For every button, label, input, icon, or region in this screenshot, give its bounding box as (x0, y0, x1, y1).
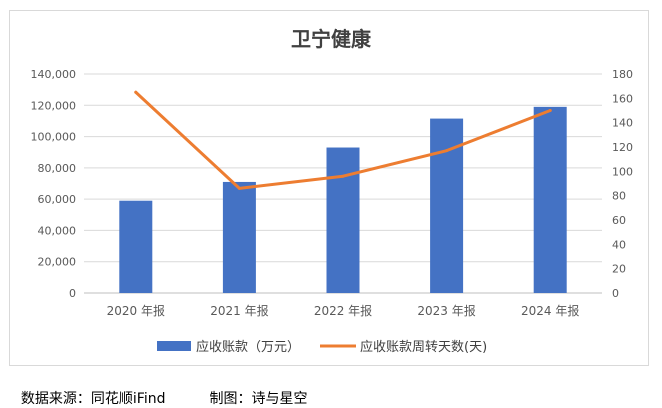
bar (326, 147, 360, 293)
right-tick-label: 140 (612, 117, 633, 130)
right-tick-label: 0 (612, 287, 619, 300)
left-tick-label: 60,000 (38, 193, 77, 206)
x-tick-label: 2023 年报 (417, 303, 475, 318)
legend-label-line: 应收账款周转天数(天) (360, 339, 487, 355)
line-point (445, 149, 449, 153)
legend: 应收账款（万元） 应收账款周转天数(天) (157, 339, 487, 355)
left-tick-label: 140,000 (31, 68, 77, 81)
left-tick-label: 40,000 (38, 224, 77, 237)
bar-series (119, 106, 567, 293)
x-tick-label: 2021 年报 (210, 303, 268, 318)
legend-label-bars: 应收账款（万元） (196, 339, 300, 355)
line-point (237, 186, 241, 190)
bar (119, 200, 153, 293)
x-axis: 2020 年报 2021 年报 2022 年报 2023 年报 2024 年报 (107, 303, 580, 318)
left-tick-label: 80,000 (38, 162, 77, 175)
line-series (134, 90, 552, 190)
x-tick-label: 2022 年报 (314, 303, 372, 318)
right-tick-label: 20 (612, 263, 626, 276)
right-tick-label: 120 (612, 141, 633, 154)
right-tick-label: 100 (612, 165, 633, 178)
x-tick-label: 2020 年报 (107, 303, 165, 318)
footer: 数据来源：同花顺iFind 制图：诗与星空 (12, 372, 308, 408)
right-axis: 0 20 40 60 80 100 120 140 160 180 (612, 68, 633, 300)
line-point (341, 174, 345, 178)
right-tick-label: 40 (612, 238, 626, 251)
right-tick-label: 80 (612, 190, 626, 203)
left-axis: 0 20,000 40,000 60,000 80,000 100,000 120,000 1… (31, 68, 77, 300)
line-point (548, 109, 552, 112)
right-tick-label: 180 (612, 68, 633, 81)
left-tick-label: 20,000 (38, 256, 77, 269)
chart-title: 卫宁健康 (291, 27, 372, 51)
left-tick-label: 100,000 (31, 131, 77, 144)
left-tick-label: 120,000 (31, 99, 77, 112)
left-tick-label: 0 (69, 287, 76, 300)
credit-note: 制图：诗与星空 (209, 391, 308, 407)
line-point (134, 90, 138, 94)
legend-swatch-bars (157, 341, 191, 351)
x-tick-label: 2024 年报 (521, 303, 579, 318)
bar (533, 106, 567, 293)
right-tick-label: 60 (612, 214, 626, 227)
bar (222, 181, 256, 293)
source-note: 数据来源：同花顺iFind (20, 391, 166, 407)
right-tick-label: 160 (612, 92, 633, 105)
